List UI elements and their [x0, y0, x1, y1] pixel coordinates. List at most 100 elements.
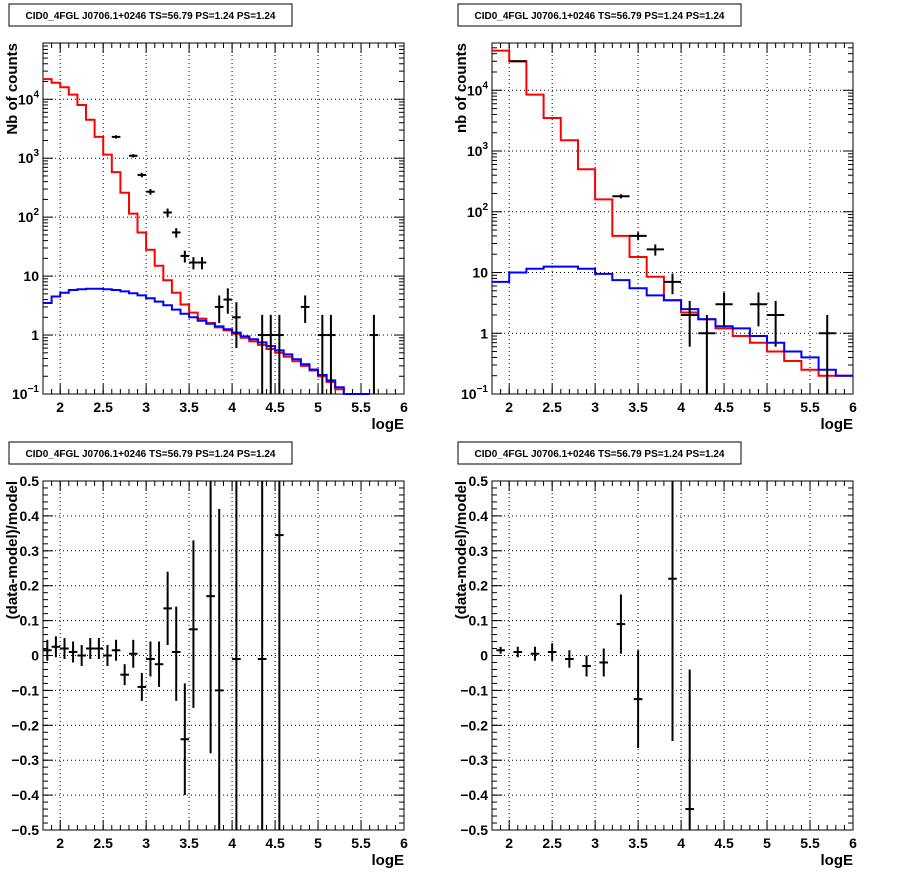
y-tick-label: 0 [31, 648, 39, 664]
x-tick-label: 2.5 [542, 835, 562, 851]
data-point [698, 314, 716, 394]
series-2-histogram [492, 265, 853, 377]
data-point [685, 669, 694, 830]
pad-title-box [8, 441, 293, 465]
x-tick-label: 2 [505, 835, 513, 851]
y-axis-title: (data-model)/model [4, 481, 21, 619]
data-point [565, 650, 574, 668]
x-tick-label: 4.5 [265, 399, 285, 415]
data-point [275, 481, 284, 830]
x-tick-label: 5.5 [351, 835, 371, 851]
y-tick-label: −0.1 [460, 682, 488, 698]
y-tick-label: 104 [18, 89, 40, 107]
data-point [612, 194, 630, 199]
y-tick-label: 103 [467, 141, 489, 159]
x-tick-label: 5 [314, 399, 322, 415]
data-point [629, 232, 647, 241]
chart-pad-2: 2 2.5 3 3.5 4 4.5 5 5.5 6 10−1 1 10 102 103 104 CID0_4F… [453, 3, 857, 433]
y-tick-label: −0.3 [11, 752, 39, 768]
y-tick-label: 0.5 [20, 473, 40, 489]
x-tick-label: 2 [505, 399, 513, 415]
data-point [77, 645, 86, 666]
x-tick-label: 3.5 [628, 399, 648, 415]
data-point [128, 154, 138, 158]
data-point [180, 683, 190, 796]
data-point [599, 648, 609, 677]
x-tick-label: 3.5 [179, 835, 199, 851]
data-point [582, 655, 591, 677]
data-point [369, 314, 379, 394]
y-tick-label: −0.2 [460, 717, 488, 733]
data-point [146, 641, 155, 677]
y-tick-label: −0.1 [11, 682, 39, 698]
x-axis-title: logE [821, 416, 854, 433]
data-point [266, 314, 276, 394]
data-point [120, 664, 129, 686]
data-point [146, 189, 155, 195]
data-point [154, 641, 164, 687]
x-tick-label: 5 [763, 399, 771, 415]
data-point [616, 594, 626, 654]
plot-frame [42, 42, 405, 395]
data-point [94, 638, 104, 659]
data-point [171, 606, 181, 701]
data-point [300, 295, 310, 324]
y-tick-label: 103 [18, 148, 40, 166]
y-tick-label: 0.1 [20, 613, 40, 629]
data-point [663, 273, 682, 295]
y-tick-label: −0.4 [460, 787, 488, 803]
y-tick-label: 10 [472, 265, 488, 281]
y-tick-label: 0.3 [20, 543, 40, 559]
y-tick-label: 0.5 [469, 473, 489, 489]
series-1-histogram [492, 49, 853, 377]
data-point [137, 172, 147, 178]
data-point [257, 314, 267, 394]
data-point [85, 638, 95, 659]
x-tick-label: 3.5 [628, 835, 648, 851]
x-tick-label: 2 [56, 399, 64, 415]
data-point [137, 672, 147, 701]
x-tick-label: 3 [591, 835, 599, 851]
y-axis-title: Nb of counts [4, 43, 21, 135]
data-point [232, 481, 241, 830]
x-tick-label: 5.5 [800, 835, 820, 851]
pad-title-box [8, 3, 293, 27]
x-tick-label: 2 [56, 835, 64, 851]
data-point [60, 638, 69, 659]
y-tick-label: −0.4 [11, 787, 39, 803]
data-point [767, 300, 785, 347]
x-tick-label: 4.5 [714, 835, 734, 851]
x-tick-label: 4 [677, 399, 685, 415]
data-point [818, 314, 836, 394]
pad-title: CID0_4FGL J0706.1+0246 TS=56.79 PS=1.24 … [8, 3, 293, 27]
x-axis-title: logE [372, 852, 405, 869]
chart-pad-1: 2 2.5 3 3.5 4 4.5 5 5.5 6 10−1 1 10 102 103 104 CID0_4F… [4, 3, 408, 433]
data-point [189, 257, 198, 270]
y-tick-label: 102 [467, 202, 489, 220]
data-point [68, 641, 78, 663]
x-tick-label: 4 [677, 835, 685, 851]
data-point [163, 208, 172, 218]
y-tick-label: 104 [467, 80, 489, 98]
pad-title-text: CID0_4FGL J0706.1+0246 TS=56.79 PS=1.24 … [475, 11, 725, 22]
x-tick-label: 4 [228, 835, 236, 851]
data-point [214, 508, 224, 830]
x-tick-label: 3 [591, 399, 599, 415]
pad-title-box [457, 441, 742, 465]
x-tick-label: 5.5 [351, 399, 371, 415]
y-tick-label: −0.5 [460, 822, 488, 838]
y-tick-label: 0.4 [469, 508, 489, 524]
data-point [103, 645, 112, 666]
data-point [180, 250, 190, 263]
data-point [326, 314, 336, 394]
data-point [715, 292, 733, 327]
x-tick-label: 4 [228, 399, 236, 415]
data-point [646, 244, 664, 256]
data-point [206, 481, 215, 754]
data-point [111, 639, 121, 661]
x-tick-label: 3.5 [179, 399, 199, 415]
pad-title: CID0_4FGL J0706.1+0246 TS=56.79 PS=1.24 … [457, 3, 742, 27]
y-tick-label: −0.3 [460, 752, 488, 768]
y-tick-label: 102 [18, 207, 40, 225]
